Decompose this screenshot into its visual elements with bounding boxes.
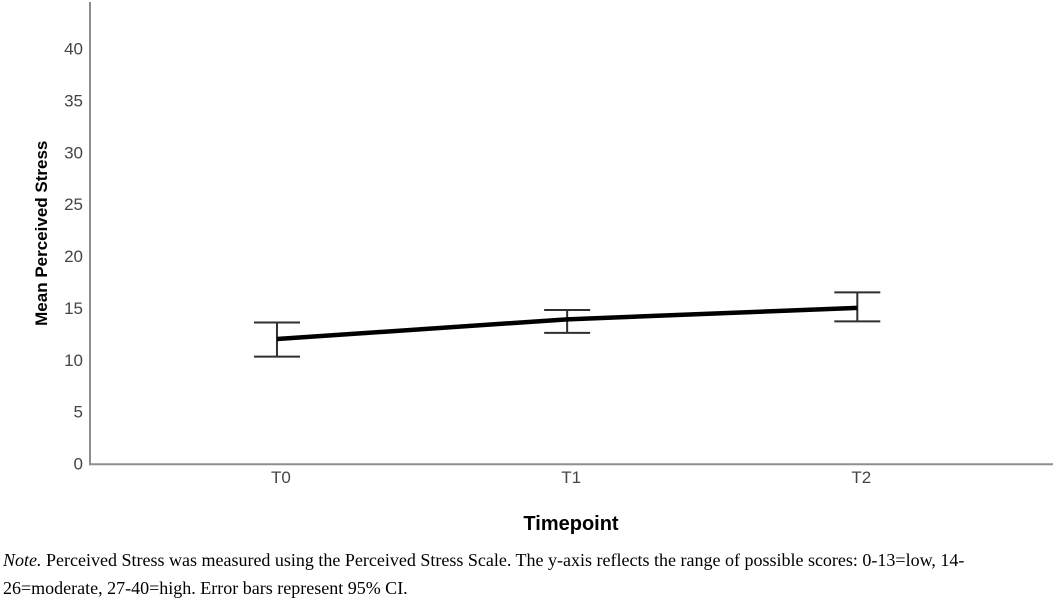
figure-note: Note. Perceived Stress was measured usin… — [3, 546, 1048, 602]
note-prefix: Note. — [3, 550, 42, 570]
y-tick-label: 35 — [64, 91, 83, 110]
y-tick-label: 10 — [64, 351, 83, 370]
y-axis-title: Mean Perceived Stress — [32, 141, 51, 326]
y-tick-label: 0 — [74, 455, 83, 474]
x-category-label: T1 — [561, 468, 581, 487]
note-body: Perceived Stress was measured using the … — [3, 550, 965, 598]
y-tick-label: 15 — [64, 299, 83, 318]
series-line — [276, 305, 858, 342]
stress-line-chart: 0 5 10 15 20 25 30 35 40 T0 T1 T2 Mean Perceived Str… — [32, 2, 1053, 535]
x-category-label: T0 — [271, 468, 291, 487]
y-tick-label: 20 — [64, 247, 83, 266]
y-tick-label: 5 — [74, 403, 83, 422]
x-axis-title: Timepoint — [523, 513, 619, 535]
chart-canvas: 0 5 10 15 20 25 30 35 40 T0 T1 T2 Mean Perceived Str… — [32, 2, 1053, 535]
y-tick-label: 40 — [64, 40, 83, 59]
y-tick-label: 30 — [64, 143, 83, 162]
x-category-label: T2 — [851, 468, 871, 487]
y-tick-label: 25 — [64, 195, 83, 214]
